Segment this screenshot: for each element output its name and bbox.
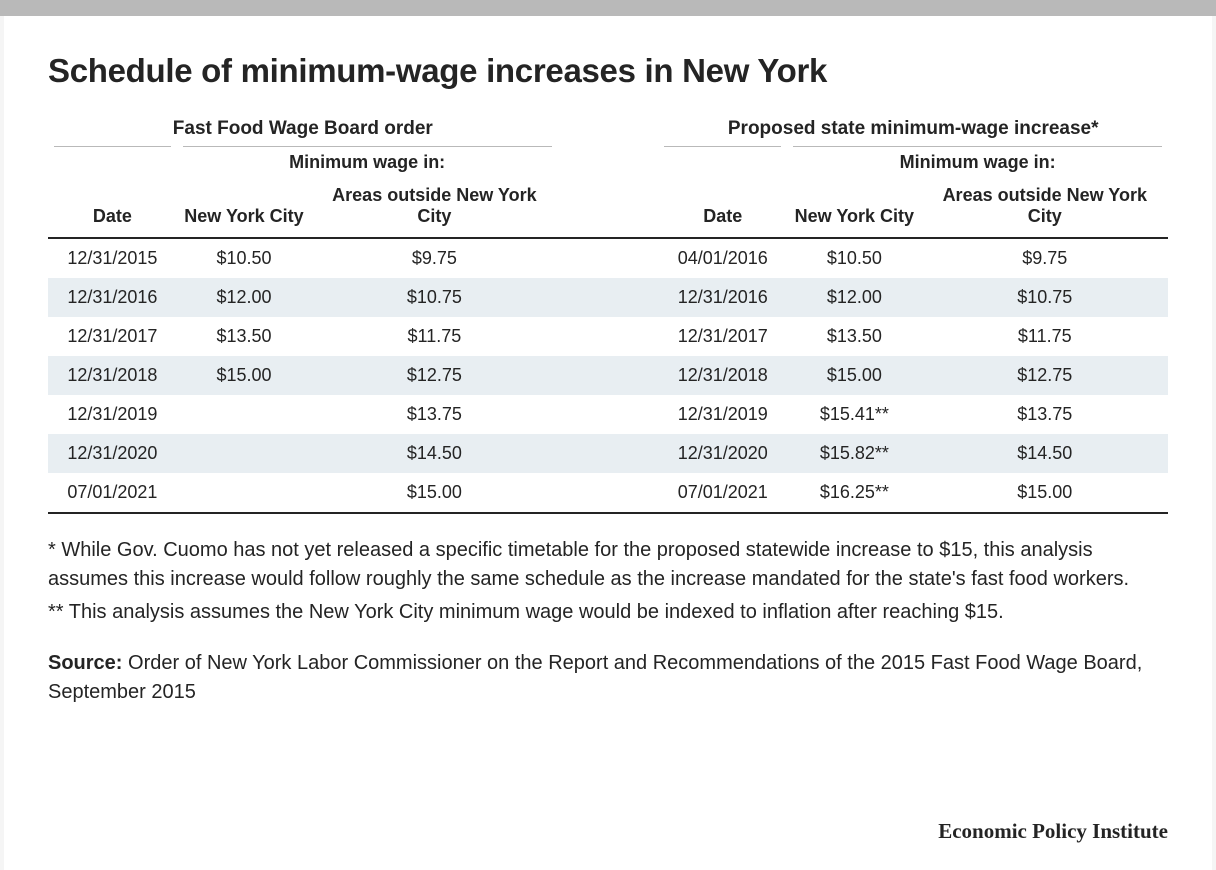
table-cell (177, 395, 311, 434)
table-cell: 12/31/2019 (658, 395, 787, 434)
source-line: Source: Order of New York Labor Commissi… (48, 649, 1168, 707)
table-cell: $9.75 (311, 238, 557, 278)
attribution: Economic Policy Institute (938, 819, 1168, 844)
table-row: 07/01/2021$15.0007/01/2021$16.25**$15.00 (48, 473, 1168, 513)
table-cell: $10.50 (787, 238, 921, 278)
table-cell: $15.00 (922, 473, 1168, 513)
table-cell: $14.50 (922, 434, 1168, 473)
table-cell: $10.75 (311, 278, 557, 317)
table-row: 12/31/2020$14.5012/31/2020$15.82**$14.50 (48, 434, 1168, 473)
table-cell: $15.00 (787, 356, 921, 395)
table-cell: $12.00 (787, 278, 921, 317)
table-cell: 07/01/2021 (658, 473, 787, 513)
table-cell: 04/01/2016 (658, 238, 787, 278)
table-cell: 12/31/2018 (658, 356, 787, 395)
table-cell (558, 317, 659, 356)
page-title: Schedule of minimum-wage increases in Ne… (48, 52, 1168, 90)
sub-header-gap (558, 146, 659, 179)
table-cell: $12.00 (177, 278, 311, 317)
table-cell: $13.50 (177, 317, 311, 356)
table-cell: 12/31/2017 (48, 317, 177, 356)
table-cell: 12/31/2020 (48, 434, 177, 473)
table-row: 12/31/2016$12.00$10.7512/31/2016$12.00$1… (48, 278, 1168, 317)
footnote-1: * While Gov. Cuomo has not yet released … (48, 536, 1168, 594)
table-cell: 12/31/2016 (658, 278, 787, 317)
group-header-gap (558, 114, 659, 146)
table-cell: 12/31/2020 (658, 434, 787, 473)
table-cell: $14.50 (311, 434, 557, 473)
table-cell: $15.00 (177, 356, 311, 395)
table-row: 12/31/2018$15.00$12.7512/31/2018$15.00$1… (48, 356, 1168, 395)
col-outside-right: Areas outside New York City (922, 179, 1168, 238)
group-header-right: Proposed state minimum-wage increase* (658, 114, 1168, 146)
table-cell (558, 434, 659, 473)
table-cell: $10.50 (177, 238, 311, 278)
table-cell (558, 278, 659, 317)
table-cell (558, 238, 659, 278)
sub-header-spacer-left (48, 146, 177, 179)
table-row: 12/31/2015$10.50$9.7504/01/2016$10.50$9.… (48, 238, 1168, 278)
sub-header-left: Minimum wage in: (177, 146, 558, 179)
table-cell: 07/01/2021 (48, 473, 177, 513)
table-cell: $16.25** (787, 473, 921, 513)
table-cell: 12/31/2018 (48, 356, 177, 395)
table-cell: $15.00 (311, 473, 557, 513)
table-cell (558, 395, 659, 434)
table-cell: $12.75 (311, 356, 557, 395)
col-date-left: Date (48, 179, 177, 238)
table-row: 12/31/2019$13.7512/31/2019$15.41**$13.75 (48, 395, 1168, 434)
sub-header-right: Minimum wage in: (787, 146, 1168, 179)
col-nyc-right: New York City (787, 179, 921, 238)
table-cell (558, 356, 659, 395)
sub-header-spacer-right (658, 146, 787, 179)
table-cell: 12/31/2017 (658, 317, 787, 356)
footnote-2: ** This analysis assumes the New York Ci… (48, 598, 1168, 627)
table-cell: $15.41** (787, 395, 921, 434)
table-cell: $11.75 (311, 317, 557, 356)
table-body: 12/31/2015$10.50$9.7504/01/2016$10.50$9.… (48, 238, 1168, 513)
table-cell (177, 473, 311, 513)
footnotes: * While Gov. Cuomo has not yet released … (48, 536, 1168, 627)
table-cell: 12/31/2019 (48, 395, 177, 434)
col-outside-left: Areas outside New York City (311, 179, 557, 238)
table-cell: $15.82** (787, 434, 921, 473)
table-cell: 12/31/2016 (48, 278, 177, 317)
table-cell: $10.75 (922, 278, 1168, 317)
source-text: Order of New York Labor Commissioner on … (48, 652, 1142, 703)
table-cell: $9.75 (922, 238, 1168, 278)
source-label: Source: (48, 652, 122, 674)
table-cell: $13.75 (311, 395, 557, 434)
table-cell: 12/31/2015 (48, 238, 177, 278)
table-cell (177, 434, 311, 473)
table-cell: $12.75 (922, 356, 1168, 395)
col-nyc-left: New York City (177, 179, 311, 238)
table-cell (558, 473, 659, 513)
content-panel: Schedule of minimum-wage increases in Ne… (4, 16, 1212, 870)
top-bar (0, 0, 1216, 16)
table-row: 12/31/2017$13.50$11.7512/31/2017$13.50$1… (48, 317, 1168, 356)
table-cell: $13.50 (787, 317, 921, 356)
table-cell: $11.75 (922, 317, 1168, 356)
wage-schedule-table: Fast Food Wage Board order Proposed stat… (48, 114, 1168, 514)
col-gap (558, 179, 659, 238)
group-header-left: Fast Food Wage Board order (48, 114, 558, 146)
col-date-right: Date (658, 179, 787, 238)
table-cell: $13.75 (922, 395, 1168, 434)
